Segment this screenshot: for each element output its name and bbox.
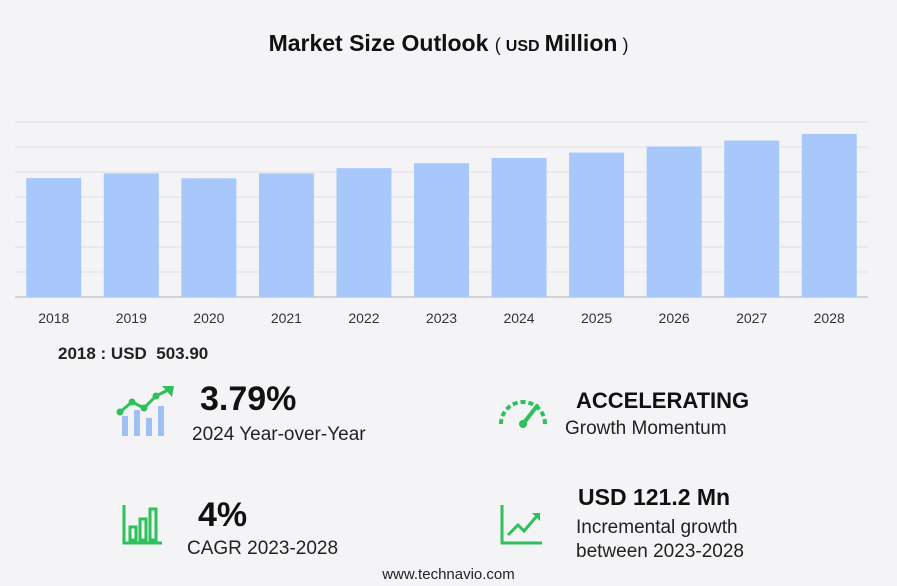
title-close-paren: ) <box>622 35 629 55</box>
growth-chart-icon <box>116 386 174 436</box>
x-tick-label: 2020 <box>193 310 224 326</box>
chart-title: Market Size Outlook ( USD Million ) <box>0 30 897 57</box>
base-year-label: 2018 : USD 503.90 <box>58 344 209 363</box>
bar-2023 <box>414 163 469 297</box>
momentum-value: ACCELERATING <box>576 388 750 413</box>
bar-2022 <box>336 168 392 297</box>
x-tick-label: 2019 <box>116 310 147 326</box>
incremental-label-line1: Incremental growth <box>576 517 738 538</box>
bar-2027 <box>724 140 780 297</box>
bar-chart: 2018 2019 2020 2021 2022 2023 2024 2025 2026 2027… <box>15 121 868 326</box>
bar-2025 <box>569 152 625 297</box>
bar-2026 <box>646 146 702 297</box>
speedometer-icon <box>499 400 547 428</box>
title-unit: ( USD Million ) <box>494 30 629 56</box>
incremental-label-line2: between 2023-2028 <box>576 541 744 562</box>
bar-chart-icon <box>122 505 162 545</box>
x-tick-label: 2023 <box>426 310 457 326</box>
x-tick-label: 2026 <box>659 310 690 326</box>
bar-2020 <box>181 178 237 297</box>
title-unit-big: Million <box>544 30 618 56</box>
bar-2028 <box>801 133 857 297</box>
x-tick-label: 2022 <box>348 310 379 326</box>
x-tick-label: 2025 <box>581 310 612 326</box>
bar-2021 <box>258 173 314 297</box>
title-main: Market Size Outlook <box>268 30 489 56</box>
footer-url: www.technavio.com <box>382 566 515 583</box>
x-tick-label: 2028 <box>814 310 845 326</box>
yoy-value: 3.79% <box>200 380 297 418</box>
incremental-value: USD 121.2 Mn <box>578 484 731 510</box>
x-tick-label: 2021 <box>271 310 302 326</box>
bar-2019 <box>103 173 159 297</box>
x-tick-label: 2024 <box>503 310 534 326</box>
x-tick-label: 2027 <box>736 310 767 326</box>
cagr-value: 4% <box>198 496 248 534</box>
cagr-label: CAGR 2023-2028 <box>187 538 339 559</box>
trend-line-icon <box>500 505 542 545</box>
title-unit-small: USD <box>505 38 540 55</box>
bar-2018 <box>26 178 82 297</box>
yoy-label: 2024 Year-over-Year <box>192 424 366 445</box>
title-open-paren: ( <box>494 35 501 55</box>
bar-2024 <box>491 157 547 297</box>
x-tick-label: 2018 <box>38 310 69 326</box>
momentum-label: Growth Momentum <box>565 418 727 439</box>
